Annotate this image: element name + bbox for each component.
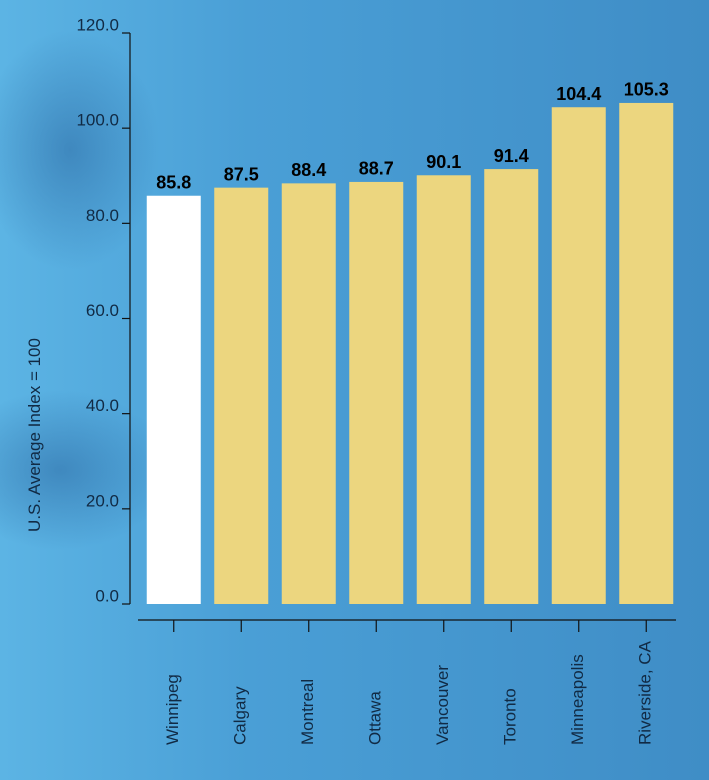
y-tick-label: 80.0 (86, 206, 119, 225)
x-tick-label: Toronto (501, 688, 520, 745)
data-label: 87.5 (224, 164, 259, 184)
x-tick-label: Riverside, CA (636, 640, 655, 745)
y-tick-label: 120.0 (76, 15, 119, 34)
bar (484, 169, 538, 604)
data-label: 105.3 (624, 80, 669, 100)
bar (214, 188, 268, 604)
page: U.S. Average Index = 100 0.0 20.0 40.0 60.0… (0, 0, 709, 780)
data-label: 88.7 (359, 159, 394, 179)
chart: U.S. Average Index = 100 0.0 20.0 40.0 60.0… (0, 0, 709, 780)
x-tick-label: Calgary (231, 686, 250, 745)
bar (552, 107, 606, 604)
x-tick-label: Winnipeg (163, 674, 182, 745)
bar (349, 182, 403, 604)
data-label: 91.4 (494, 146, 529, 166)
y-tick-label: 60.0 (86, 301, 119, 320)
data-label: 90.1 (426, 152, 461, 172)
y-tick-label: 0.0 (95, 586, 119, 605)
y-axis-label: U.S. Average Index = 100 (25, 338, 44, 532)
x-tick-label: Vancouver (433, 665, 452, 745)
x-tick-label: Ottawa (366, 691, 385, 745)
y-tick-label: 40.0 (86, 396, 119, 415)
x-tick-label: Montreal (298, 679, 317, 745)
y-tick-label: 100.0 (76, 111, 119, 130)
bar (282, 183, 336, 604)
y-tick-label: 20.0 (86, 491, 119, 510)
bar (417, 175, 471, 604)
x-tick-label: Minneapolis (568, 654, 587, 745)
data-label: 88.4 (291, 160, 326, 180)
data-label: 85.8 (156, 172, 191, 192)
bar (147, 196, 201, 604)
bar (619, 103, 673, 604)
data-label: 104.4 (556, 84, 601, 104)
